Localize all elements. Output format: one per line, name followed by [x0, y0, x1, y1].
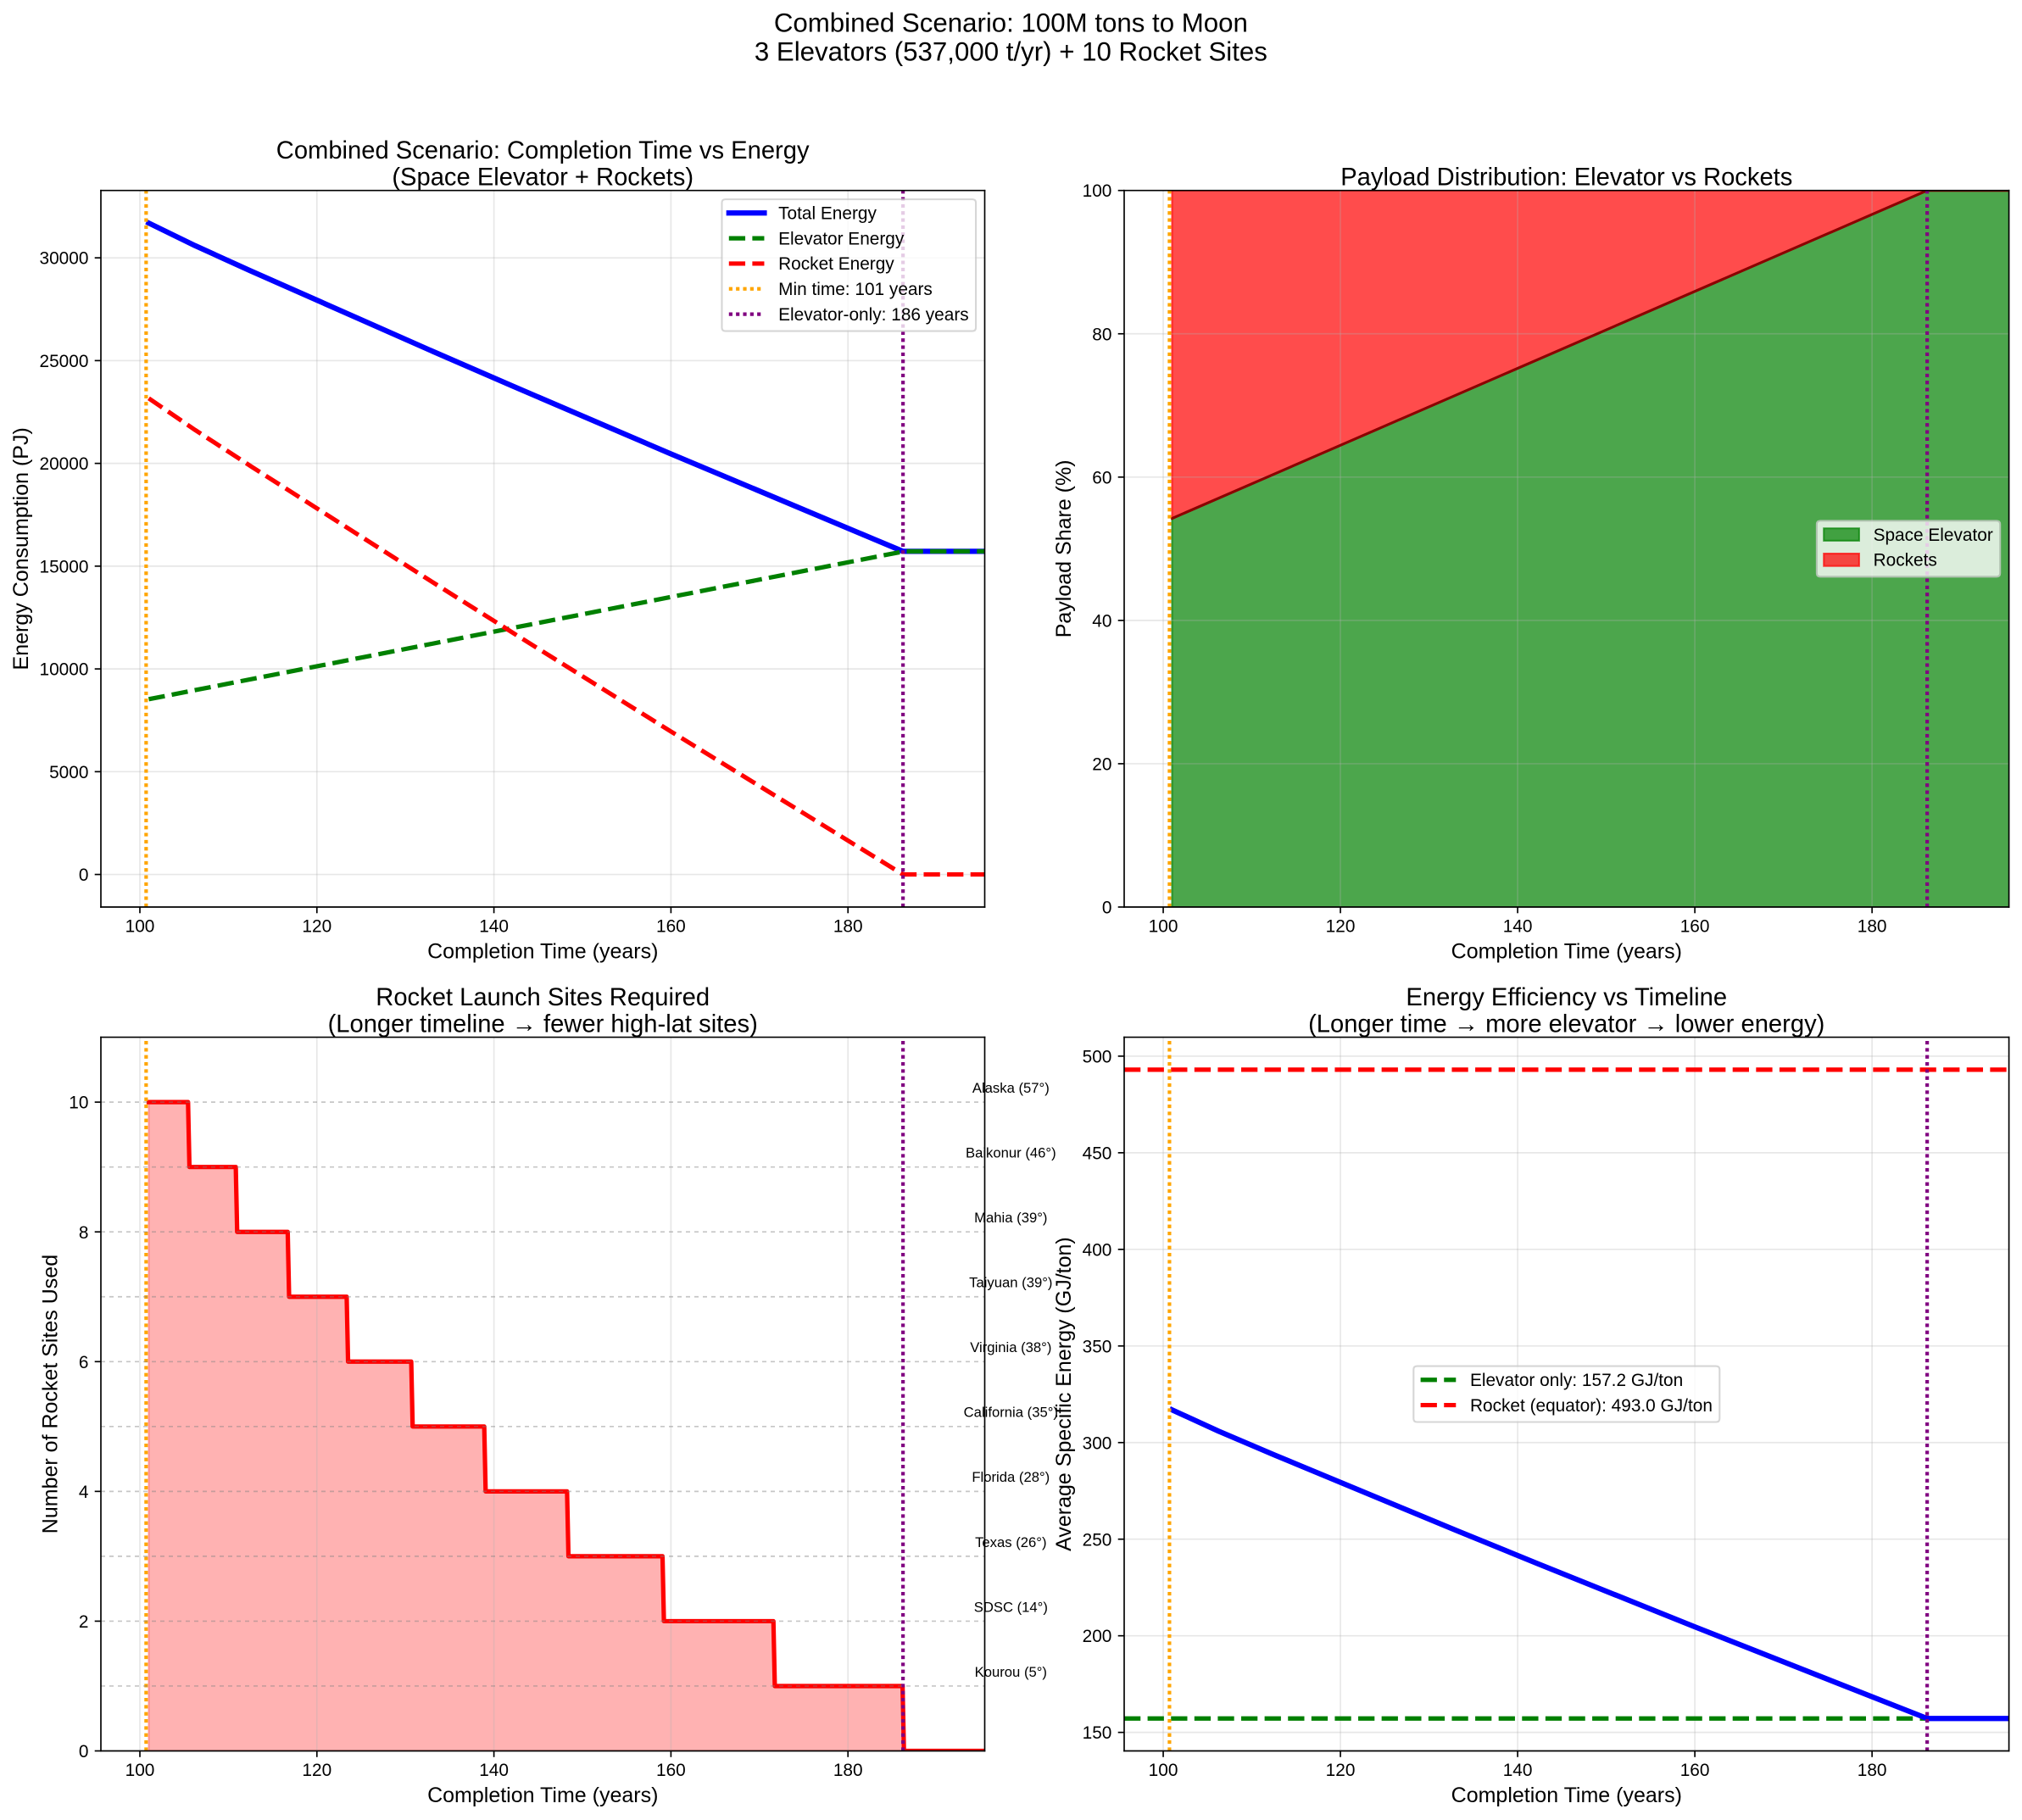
svg-text:6: 6: [79, 1353, 89, 1372]
svg-text:Total Energy: Total Energy: [778, 204, 877, 224]
svg-text:Completion Time (years): Completion Time (years): [1451, 939, 1682, 963]
svg-text:Rocket Energy: Rocket Energy: [778, 254, 894, 274]
svg-text:Min time: 101 years: Min time: 101 years: [778, 280, 933, 299]
svg-text:400: 400: [1083, 1240, 1112, 1260]
svg-text:100: 100: [125, 1761, 155, 1780]
svg-text:Completion Time (years): Completion Time (years): [427, 1784, 658, 1807]
svg-text:300: 300: [1083, 1433, 1112, 1453]
svg-text:Space Elevator: Space Elevator: [1874, 526, 1993, 545]
svg-text:Alaska (57°): Alaska (57°): [972, 1080, 1050, 1096]
svg-text:100: 100: [1149, 917, 1178, 937]
svg-text:100: 100: [1083, 181, 1112, 201]
svg-text:10: 10: [69, 1094, 88, 1113]
svg-text:140: 140: [1503, 917, 1533, 937]
svg-text:Baikonur (46°): Baikonur (46°): [966, 1145, 1056, 1161]
svg-text:180: 180: [1858, 917, 1887, 937]
svg-text:Mahia (39°): Mahia (39°): [974, 1210, 1047, 1226]
svg-text:Payload Share (%): Payload Share (%): [1052, 459, 1076, 637]
svg-text:Rocket (equator): 493.0 GJ/ton: Rocket (equator): 493.0 GJ/ton: [1470, 1396, 1713, 1416]
svg-text:0: 0: [1102, 899, 1112, 918]
svg-text:2: 2: [79, 1612, 89, 1632]
svg-text:140: 140: [479, 1761, 509, 1780]
svg-text:25000: 25000: [39, 352, 88, 371]
svg-text:10000: 10000: [39, 660, 88, 680]
svg-text:Number of Rocket Sites Used: Number of Rocket Sites Used: [39, 1255, 63, 1533]
svg-text:8: 8: [79, 1223, 89, 1243]
svg-text:120: 120: [302, 917, 331, 937]
svg-text:Payload Distribution: Elevator: Payload Distribution: Elevator vs Rocket…: [1340, 164, 1792, 192]
svg-text:(Longer timeline → fewer high-: (Longer timeline → fewer high-lat sites): [328, 1011, 758, 1038]
svg-text:(Space Elevator + Rockets): (Space Elevator + Rockets): [392, 164, 693, 192]
svg-text:Kourou (5°): Kourou (5°): [975, 1664, 1047, 1680]
svg-text:140: 140: [1503, 1761, 1533, 1780]
svg-text:250: 250: [1083, 1530, 1112, 1550]
svg-text:0: 0: [79, 1742, 89, 1762]
svg-text:Elevator only: 157.2 GJ/ton: Elevator only: 157.2 GJ/ton: [1470, 1371, 1683, 1390]
svg-text:100: 100: [125, 917, 155, 937]
svg-text:Florida (28°): Florida (28°): [972, 1469, 1050, 1485]
svg-text:20: 20: [1092, 754, 1111, 774]
svg-text:Combined Scenario: Completion: Combined Scenario: Completion Time vs En…: [276, 137, 810, 164]
svg-text:100: 100: [1149, 1761, 1178, 1780]
svg-text:160: 160: [656, 1761, 686, 1780]
svg-text:Energy Consumption (PJ): Energy Consumption (PJ): [9, 427, 33, 670]
svg-text:80: 80: [1092, 325, 1111, 344]
svg-text:350: 350: [1083, 1337, 1112, 1356]
svg-text:Completion Time (years): Completion Time (years): [1451, 1784, 1682, 1807]
svg-text:180: 180: [833, 917, 863, 937]
svg-text:Elevator Energy: Elevator Energy: [778, 229, 905, 248]
svg-text:40: 40: [1092, 611, 1111, 631]
svg-text:Rockets: Rockets: [1874, 551, 1937, 570]
svg-text:60: 60: [1092, 468, 1111, 487]
svg-text:Rocket Launch Sites Required: Rocket Launch Sites Required: [376, 984, 710, 1011]
svg-text:160: 160: [656, 917, 686, 937]
svg-text:180: 180: [833, 1761, 863, 1780]
svg-text:Taiyuan (39°): Taiyuan (39°): [969, 1275, 1052, 1291]
svg-text:30000: 30000: [39, 249, 88, 269]
svg-text:California (35°): California (35°): [964, 1405, 1058, 1421]
svg-text:0: 0: [79, 865, 89, 885]
svg-text:15000: 15000: [39, 557, 88, 576]
svg-text:150: 150: [1083, 1723, 1112, 1743]
svg-text:4: 4: [79, 1483, 89, 1502]
svg-text:160: 160: [1680, 917, 1710, 937]
svg-text:Completion Time (years): Completion Time (years): [427, 939, 658, 963]
svg-text:450: 450: [1083, 1144, 1112, 1163]
svg-text:140: 140: [479, 917, 509, 937]
svg-text:120: 120: [1326, 1761, 1356, 1780]
svg-text:5000: 5000: [49, 763, 88, 782]
svg-text:Combined Scenario: 100M tons t: Combined Scenario: 100M tons to Moon: [774, 8, 1248, 38]
svg-text:20000: 20000: [39, 454, 88, 474]
svg-text:Average Specific Energy (GJ/to: Average Specific Energy (GJ/ton): [1052, 1237, 1076, 1551]
svg-text:3 Elevators (537,000 t/yr) + 1: 3 Elevators (537,000 t/yr) + 10 Rocket S…: [755, 36, 1267, 66]
svg-text:Elevator-only: 186 years: Elevator-only: 186 years: [778, 305, 969, 325]
svg-text:200: 200: [1083, 1627, 1112, 1646]
svg-text:120: 120: [302, 1761, 331, 1780]
svg-text:Energy Efficiency vs Timeline: Energy Efficiency vs Timeline: [1406, 984, 1727, 1011]
svg-text:120: 120: [1326, 917, 1356, 937]
svg-text:Texas (26°): Texas (26°): [975, 1534, 1046, 1550]
svg-text:500: 500: [1083, 1047, 1112, 1066]
svg-text:Virginia (38°): Virginia (38°): [970, 1339, 1051, 1355]
svg-text:180: 180: [1858, 1761, 1887, 1780]
svg-text:SDSC (14°): SDSC (14°): [974, 1599, 1048, 1615]
svg-text:(Longer time → more elevator →: (Longer time → more elevator → lower ene…: [1308, 1011, 1824, 1038]
svg-text:160: 160: [1680, 1761, 1710, 1780]
